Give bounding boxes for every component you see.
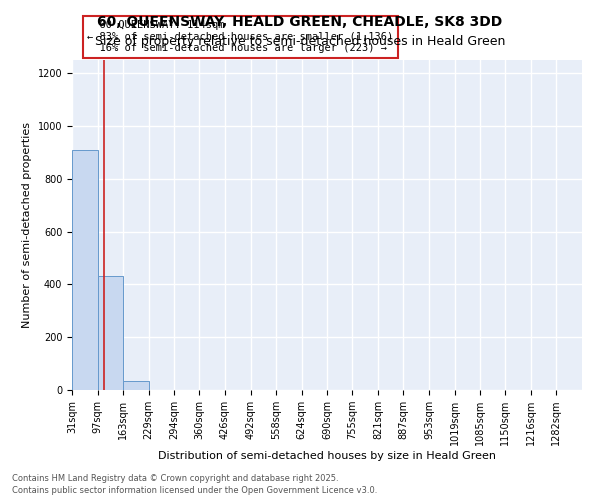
Y-axis label: Number of semi-detached properties: Number of semi-detached properties	[22, 122, 32, 328]
Text: 60, QUEENSWAY, HEALD GREEN, CHEADLE, SK8 3DD: 60, QUEENSWAY, HEALD GREEN, CHEADLE, SK8…	[97, 15, 503, 29]
Bar	[98, 276, 123, 390]
Text: Size of property relative to semi-detached houses in Heald Green: Size of property relative to semi-detach…	[95, 35, 505, 48]
Bar	[72, 150, 98, 390]
X-axis label: Distribution of semi-detached houses by size in Heald Green: Distribution of semi-detached houses by …	[158, 451, 496, 461]
Text: 60 QUEENSWAY: 114sqm
← 83% of semi-detached houses are smaller (1,136)
  16% of : 60 QUEENSWAY: 114sqm ← 83% of semi-detac…	[88, 20, 394, 54]
Bar	[123, 381, 149, 390]
Text: Contains HM Land Registry data © Crown copyright and database right 2025.
Contai: Contains HM Land Registry data © Crown c…	[12, 474, 377, 495]
